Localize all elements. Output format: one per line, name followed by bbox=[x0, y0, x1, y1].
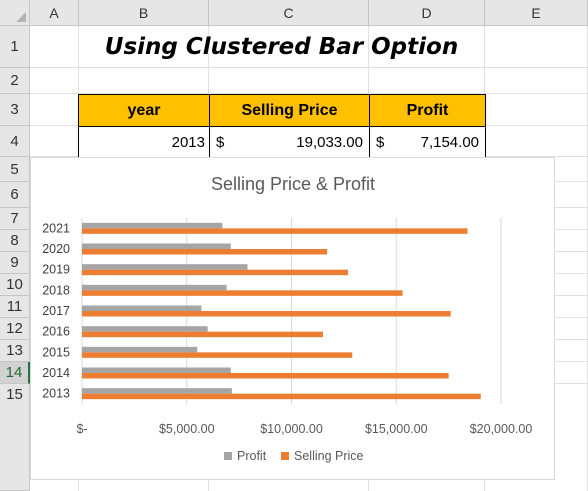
row-header-1[interactable]: 1 bbox=[0, 26, 30, 68]
bar-selling-price-2018 bbox=[82, 290, 403, 296]
bar-selling-price-2019 bbox=[82, 269, 349, 276]
column-header-d[interactable]: D bbox=[369, 0, 485, 26]
cell-profit[interactable]: $ 7,154.00 bbox=[369, 126, 486, 158]
legend-swatch-profit bbox=[224, 452, 232, 460]
row-header-15[interactable]: 15 bbox=[0, 384, 30, 491]
y-category-label: 2013 bbox=[42, 387, 70, 401]
x-tick-label: $10,000.00 bbox=[260, 422, 323, 436]
row-header-10[interactable]: 10 bbox=[0, 274, 30, 296]
bar-selling-price-2020 bbox=[82, 249, 328, 255]
column-header-a[interactable]: A bbox=[30, 0, 79, 26]
bar-profit-2017 bbox=[82, 305, 202, 311]
column-header-c[interactable]: C bbox=[209, 0, 369, 26]
bar-selling-price-2014 bbox=[82, 373, 449, 379]
header-cell-selling-price[interactable]: Selling Price bbox=[209, 94, 370, 127]
bar-selling-price-2013 bbox=[82, 393, 481, 400]
bar-selling-price-2021 bbox=[82, 228, 468, 234]
row-header-14[interactable]: 14 bbox=[0, 362, 30, 384]
y-category-label: 2018 bbox=[42, 283, 70, 297]
y-category-label: 2014 bbox=[42, 366, 70, 380]
cell-year[interactable]: 2013 bbox=[78, 126, 210, 158]
bar-selling-price-2016 bbox=[82, 331, 323, 338]
x-tick-label: $- bbox=[76, 422, 87, 436]
x-tick-label: $5,000.00 bbox=[159, 422, 215, 436]
bar-profit-2014 bbox=[82, 367, 231, 373]
bar-selling-price-2017 bbox=[82, 311, 451, 317]
row-header-13[interactable]: 13 bbox=[0, 340, 30, 362]
row-header-2[interactable]: 2 bbox=[0, 68, 30, 94]
y-category-label: 2021 bbox=[42, 221, 70, 235]
cell-selling-price[interactable]: $ 19,033.00 bbox=[209, 126, 370, 158]
data-table: year Selling Price Profit 2013 $ 19,033.… bbox=[78, 94, 486, 158]
row-header-5[interactable]: 5 bbox=[0, 157, 30, 182]
x-tick-label: $20,000.00 bbox=[470, 422, 533, 436]
bar-profit-2013 bbox=[82, 388, 232, 394]
bar-profit-2015 bbox=[82, 346, 198, 353]
row-header-11[interactable]: 11 bbox=[0, 296, 30, 318]
selling-currency: $ bbox=[216, 133, 225, 151]
legend-label-selling-price: Selling Price bbox=[294, 449, 364, 463]
bar-profit-2019 bbox=[82, 264, 248, 270]
chart-title: Selling Price & Profit bbox=[211, 174, 375, 194]
y-category-label: 2020 bbox=[42, 242, 70, 256]
select-all-triangle-icon bbox=[16, 12, 26, 22]
row-header-4[interactable]: 4 bbox=[0, 126, 30, 157]
column-header-b[interactable]: B bbox=[79, 0, 209, 26]
clustered-bar-chart[interactable]: Selling Price & Profit $- $5,000.00 $10,000… bbox=[30, 157, 555, 480]
profit-value: 7,154.00 bbox=[420, 133, 479, 151]
bar-profit-2018 bbox=[82, 284, 227, 291]
profit-currency: $ bbox=[376, 133, 385, 151]
row-header-8[interactable]: 8 bbox=[0, 230, 30, 252]
row-header-6[interactable]: 6 bbox=[0, 182, 30, 208]
table-header-row: year Selling Price Profit bbox=[78, 94, 486, 127]
bar-profit-2016 bbox=[82, 326, 208, 332]
select-all-corner[interactable] bbox=[0, 0, 30, 26]
y-category-label: 2017 bbox=[42, 304, 70, 318]
x-tick-label: $15,000.00 bbox=[365, 422, 428, 436]
y-category-label: 2019 bbox=[42, 263, 70, 277]
row-header-12[interactable]: 12 bbox=[0, 318, 30, 340]
table-row: 2013 $ 19,033.00 $ 7,154.00 bbox=[78, 126, 486, 158]
chart-canvas: Selling Price & Profit $- $5,000.00 $10,000… bbox=[42, 174, 533, 463]
selling-value: 19,033.00 bbox=[296, 133, 363, 151]
header-cell-year[interactable]: year bbox=[78, 94, 210, 127]
row-header-3[interactable]: 3 bbox=[0, 94, 30, 126]
row-header-9[interactable]: 9 bbox=[0, 252, 30, 274]
column-header-e[interactable]: E bbox=[485, 0, 588, 26]
bar-selling-price-2015 bbox=[82, 352, 353, 358]
legend-swatch-selling-price bbox=[281, 452, 289, 460]
bar-profit-2021 bbox=[82, 222, 223, 229]
row-header-7[interactable]: 7 bbox=[0, 208, 30, 230]
bar-profit-2020 bbox=[82, 243, 231, 249]
y-category-label: 2015 bbox=[42, 345, 70, 359]
sheet-title[interactable]: Using Clustered Bar Option bbox=[104, 34, 459, 60]
header-cell-profit[interactable]: Profit bbox=[369, 94, 486, 127]
y-category-label: 2016 bbox=[42, 325, 70, 339]
legend-label-profit: Profit bbox=[237, 449, 267, 463]
